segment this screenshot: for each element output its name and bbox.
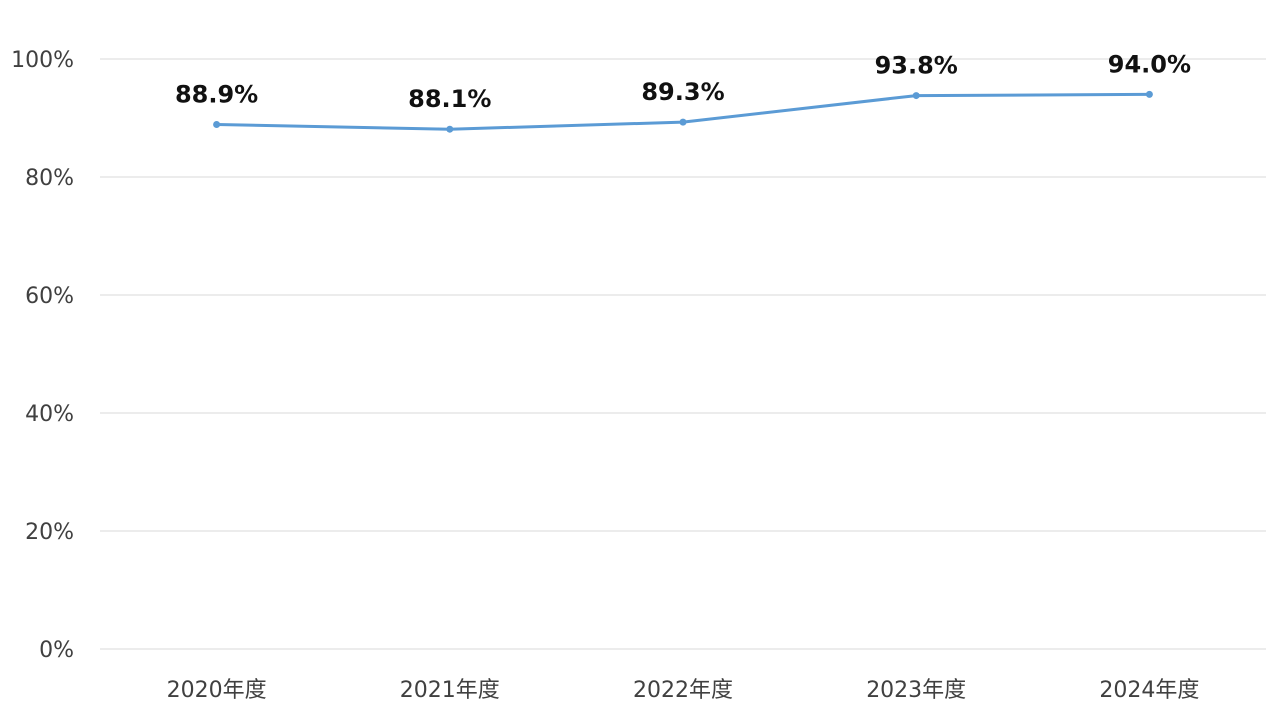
x-tick-label: 2020年度 xyxy=(167,678,267,703)
data-point xyxy=(912,92,920,100)
data-label: 88.9% xyxy=(175,80,258,108)
data-point xyxy=(1145,90,1153,98)
y-tick-label: 80% xyxy=(25,166,74,191)
data-label: 88.1% xyxy=(408,85,491,113)
x-tick-label: 2024年度 xyxy=(1099,678,1199,703)
data-point xyxy=(213,120,221,128)
y-tick-label: 0% xyxy=(39,638,74,663)
y-axis: 0% 20% 40% 60% 80% 100% xyxy=(11,48,74,663)
x-tick-label: 2021年度 xyxy=(400,678,500,703)
x-tick-label: 2022年度 xyxy=(633,678,733,703)
y-tick-label: 100% xyxy=(11,48,74,73)
data-point xyxy=(679,118,687,126)
y-tick-label: 60% xyxy=(25,284,74,309)
gridlines xyxy=(100,58,1266,650)
y-tick-label: 20% xyxy=(25,520,74,545)
series-layer xyxy=(213,90,1153,133)
data-label: 94.0% xyxy=(1108,50,1191,78)
data-label: 89.3% xyxy=(641,78,724,106)
x-axis: 2020年度 2021年度 2022年度 2023年度 2024年度 xyxy=(167,678,1200,703)
y-tick-label: 40% xyxy=(25,402,74,427)
data-label: 93.8% xyxy=(875,52,958,80)
data-point xyxy=(446,125,454,133)
data-labels: 88.9% 88.1% 89.3% 93.8% 94.0% xyxy=(175,50,1191,113)
x-tick-label: 2023年度 xyxy=(866,678,966,703)
